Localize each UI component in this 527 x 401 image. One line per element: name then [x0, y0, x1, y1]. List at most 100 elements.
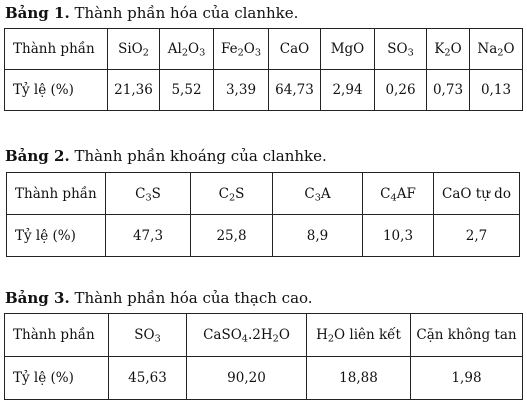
value-cell: 2,7 [433, 214, 520, 257]
header-text: .2H [247, 327, 273, 343]
subscript: 2 [444, 47, 451, 59]
header-text: CaO [279, 41, 310, 57]
row-label-cell: Tỷ lệ (%) [4, 356, 109, 400]
subscript: 3 [407, 47, 414, 59]
header-cell: H2O liên kết [306, 313, 411, 357]
header-text: CaO tự do [442, 185, 511, 202]
header-text: O [450, 41, 462, 57]
value-cell: 3,39 [213, 69, 269, 111]
subscript: 3 [254, 47, 262, 59]
row-label-cell: Tỷ lệ (%) [4, 69, 108, 111]
header-text: O [503, 41, 515, 57]
value-cell: 2,94 [320, 69, 375, 111]
value-cell: 0,26 [374, 69, 427, 111]
subscript: 4 [241, 333, 248, 345]
subscript: 4 [390, 191, 397, 203]
value-cell: 1,98 [410, 356, 523, 400]
value-cell: 45,63 [108, 356, 187, 400]
subscript: 3 [154, 333, 161, 345]
table1-caption: Bảng 1. Thành phần hóa của clanhke. [5, 4, 298, 22]
header-label-cell: Thành phần [4, 313, 109, 357]
table1-caption-number: Bảng 1. [5, 4, 70, 22]
header-text: O [278, 327, 290, 343]
header-text: Fe [220, 41, 238, 57]
header-text: C [135, 185, 146, 202]
table3-caption-text: Thành phần hóa của thạch cao. [74, 289, 313, 307]
header-cell: MgO [320, 28, 375, 70]
header-cell: Fe2O3 [213, 28, 269, 70]
value-cell: 21,36 [107, 69, 160, 111]
table1-caption-text: Thành phần hóa của clanhke. [74, 4, 299, 22]
value-cell: 47,3 [105, 214, 191, 257]
header-cell: Al2O3 [159, 28, 214, 70]
header-text: Thành phần [13, 41, 95, 57]
table3-value-row: Tỷ lệ (%) 45,63 90,20 18,88 1,98 [4, 356, 523, 400]
table2-clinker-mineral-composition: Thành phần C3S C2S C3A C4AF CaO tự do Tỷ lệ (… [6, 172, 520, 257]
subscript: 2 [327, 333, 335, 345]
subscript: 2 [142, 47, 149, 59]
subscript: 2 [228, 191, 236, 203]
header-text: SO [134, 327, 155, 343]
table2-caption-text: Thành phần khoáng của clanhke. [74, 147, 327, 165]
value-cell: 10,3 [362, 214, 434, 257]
subscript: 2 [237, 47, 244, 59]
header-text: A [320, 185, 331, 202]
header-cell: SiO2 [107, 28, 160, 70]
header-text: C [304, 185, 315, 202]
subscript: 3 [314, 191, 321, 203]
value-cell: 5,52 [159, 69, 214, 111]
header-text: Thành phần [15, 185, 97, 202]
header-text: O [188, 41, 200, 57]
value-cell: 25,8 [190, 214, 273, 257]
header-cell: K2O [426, 28, 470, 70]
header-cell: CaO [268, 28, 321, 70]
header-text: CaSO [203, 327, 242, 343]
value-cell: 0,13 [469, 69, 523, 111]
table3-caption-number: Bảng 3. [5, 289, 70, 307]
header-text: Thành phần [13, 327, 95, 343]
header-cell: CaSO4.2H2O [186, 313, 307, 357]
header-cell: C3S [105, 172, 191, 215]
header-label-cell: Thành phần [4, 28, 108, 70]
value-cell: 18,88 [306, 356, 411, 400]
row-label-cell: Tỷ lệ (%) [6, 214, 106, 257]
subscript: 3 [145, 191, 152, 203]
header-text: K [434, 41, 445, 57]
value-cell: 64,73 [268, 69, 321, 111]
header-text: C [218, 185, 229, 202]
header-text: Cặn không tan [416, 327, 517, 343]
header-text: AF [396, 185, 416, 202]
header-text: H [316, 327, 328, 343]
header-text: Na [477, 41, 498, 57]
header-text: SiO [118, 41, 143, 57]
header-label-cell: Thành phần [6, 172, 106, 215]
value-cell: 90,20 [186, 356, 307, 400]
value-cell: 0,73 [426, 69, 470, 111]
header-cell: Na2O [469, 28, 523, 70]
table3-header-row: Thành phần SO3 CaSO4.2H2O H2O liên kết Cặn k… [4, 313, 523, 357]
table1-value-row: Tỷ lệ (%) 21,36 5,52 3,39 64,73 2,94 0,26 0,73 0… [4, 69, 523, 111]
header-cell: SO3 [374, 28, 427, 70]
header-cell: SO3 [108, 313, 187, 357]
table1-clinker-chemical-composition: Thành phần SiO2 Al2O3 Fe2O3 CaO MgO SO3 K2O Na2O… [4, 28, 523, 111]
table2-caption-number: Bảng 2. [5, 147, 70, 165]
header-text: C [380, 185, 391, 202]
header-text: O liên kết [334, 327, 401, 343]
header-cell: Cặn không tan [410, 313, 523, 357]
table2-caption: Bảng 2. Thành phần khoáng của clanhke. [5, 147, 327, 165]
table3-gypsum-chemical-composition: Thành phần SO3 CaSO4.2H2O H2O liên kết Cặn k… [4, 313, 523, 400]
subscript: 2 [272, 333, 279, 345]
table1-header-row: Thành phần SiO2 Al2O3 Fe2O3 CaO MgO SO3 K2O Na2O [4, 28, 523, 70]
table3-caption: Bảng 3. Thành phần hóa của thạch cao. [5, 289, 313, 307]
subscript: 3 [199, 47, 206, 59]
value-cell: 8,9 [272, 214, 363, 257]
header-cell: CaO tự do [433, 172, 520, 215]
header-text: MgO [330, 41, 365, 57]
header-cell: C3A [272, 172, 363, 215]
subscript: 2 [181, 47, 188, 59]
header-text: O [243, 41, 255, 57]
table2-value-row: Tỷ lệ (%) 47,3 25,8 8,9 10,3 2,7 [6, 214, 520, 257]
header-text: Al [167, 41, 182, 57]
subscript: 2 [497, 47, 504, 59]
header-text: SO [387, 41, 408, 57]
